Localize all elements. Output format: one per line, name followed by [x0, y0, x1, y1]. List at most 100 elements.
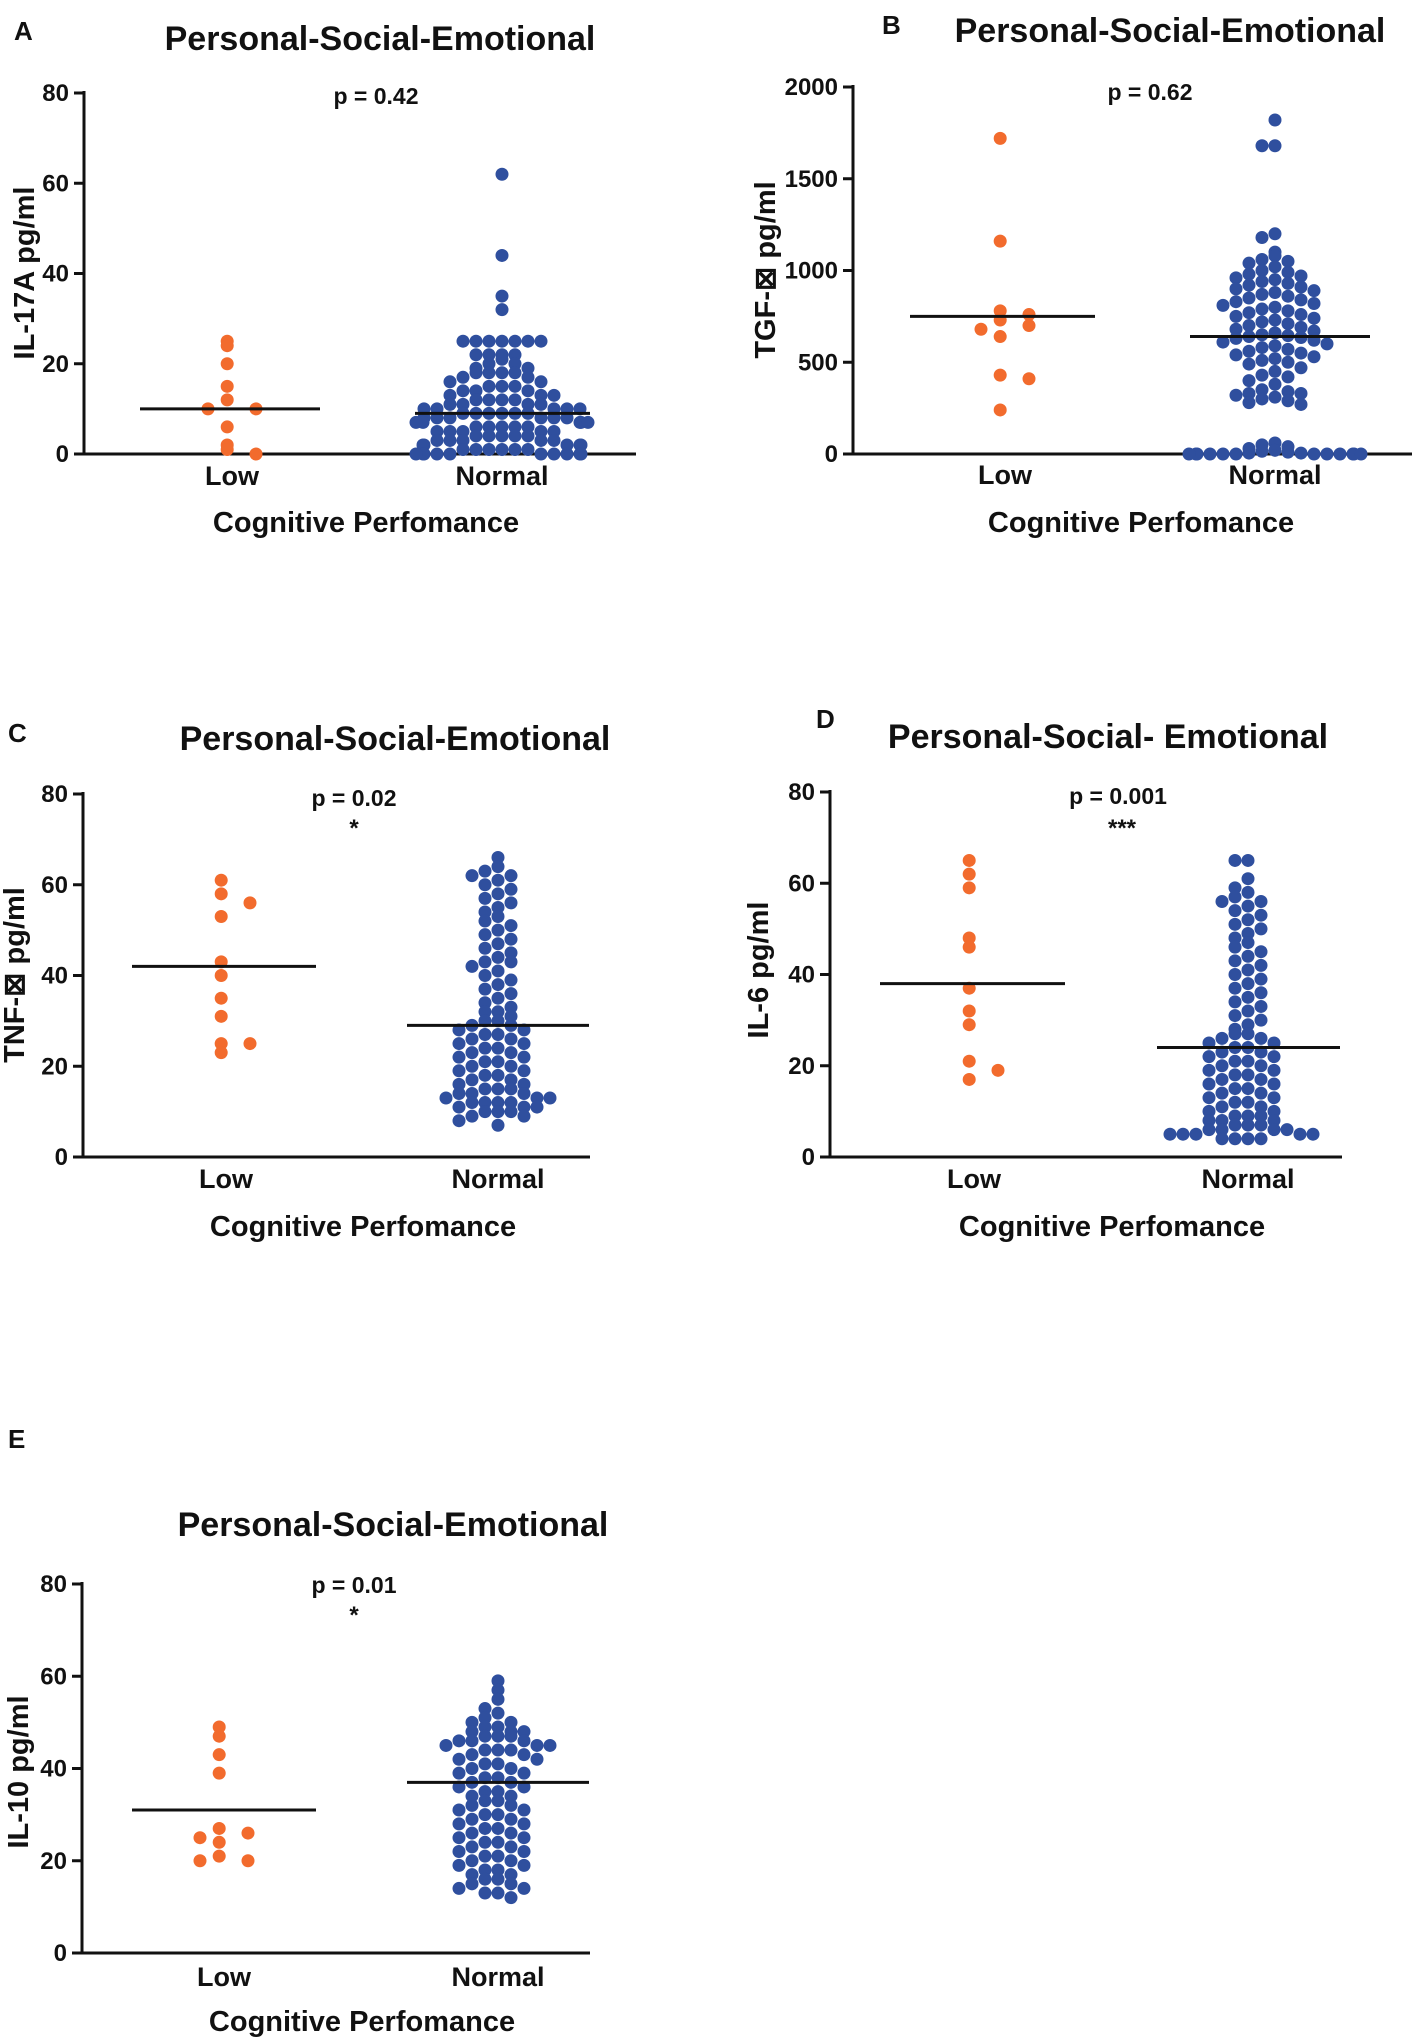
normal-data-point — [478, 1849, 492, 1863]
normal-data-point — [1189, 1127, 1203, 1141]
normal-data-point — [491, 1683, 505, 1697]
chart-title: Personal-Social-Emotional — [180, 720, 611, 758]
normal-data-point — [1255, 353, 1269, 367]
normal-data-point — [508, 348, 522, 362]
normal-data-point — [478, 1743, 492, 1757]
normal-data-point — [465, 1059, 479, 1073]
normal-data-point — [491, 1027, 505, 1041]
p-value: p = 0.62 — [1107, 79, 1192, 105]
normal-data-point — [491, 873, 505, 887]
normal-data-point — [491, 1794, 505, 1808]
normal-data-point — [491, 900, 505, 914]
normal-data-point — [1255, 368, 1269, 382]
y-tick-label: 1000 — [785, 258, 838, 285]
normal-data-point — [465, 1868, 479, 1882]
normal-data-point — [491, 1757, 505, 1771]
normal-data-point — [504, 1868, 518, 1882]
normal-data-point — [1242, 306, 1256, 320]
low-data-point — [962, 1018, 976, 1032]
normal-data-point — [1268, 352, 1282, 366]
normal-data-point — [1229, 388, 1243, 402]
normal-data-point — [1254, 908, 1268, 922]
normal-data-point — [1241, 872, 1255, 886]
normal-data-point — [1228, 1118, 1242, 1132]
normal-data-point — [1281, 385, 1295, 399]
low-data-point — [212, 1748, 226, 1762]
normal-data-point — [504, 1046, 518, 1060]
panel-d: D Personal-Social- Emotional p = 0.001 *** 0… — [743, 704, 1342, 1243]
normal-data-point — [504, 1073, 518, 1087]
normal-data-point — [521, 370, 535, 384]
low-data-point — [214, 910, 228, 924]
normal-data-point — [1255, 444, 1269, 458]
normal-data-point — [469, 429, 483, 443]
x-axis-label: Cognitive Perfomance — [213, 507, 519, 539]
normal-data-point — [452, 1817, 466, 1831]
normal-data-point — [491, 964, 505, 978]
normal-data-point — [469, 366, 483, 380]
normal-data-point — [504, 1798, 518, 1812]
normal-data-point — [1268, 286, 1282, 300]
normal-data-point — [1254, 1109, 1268, 1123]
normal-data-point — [1281, 394, 1295, 408]
normal-data-point — [495, 420, 509, 434]
normal-data-point — [1294, 308, 1308, 322]
normal-data-point — [478, 1808, 492, 1822]
normal-data-point — [1163, 1127, 1177, 1141]
low-data-point — [214, 1046, 228, 1060]
normal-data-point — [1255, 315, 1269, 329]
normal-data-point — [1254, 922, 1268, 936]
normal-data-point — [508, 442, 522, 456]
normal-data-point — [517, 1109, 531, 1123]
y-tick-label: 40 — [788, 962, 815, 989]
normal-data-point — [465, 1762, 479, 1775]
normal-data-point — [521, 334, 535, 348]
y-tick-label: 20 — [788, 1053, 815, 1080]
normal-data-point — [478, 1886, 492, 1900]
normal-data-point — [491, 860, 505, 874]
significance-marker: * — [349, 815, 359, 842]
normal-data-point — [491, 1055, 505, 1069]
x-axis-label: Cognitive Perfomance — [988, 507, 1294, 539]
normal-data-point — [452, 1858, 466, 1872]
category-label: Normal — [1228, 460, 1321, 490]
normal-data-point — [1215, 1100, 1229, 1114]
normal-data-point — [1241, 885, 1255, 899]
normal-data-point — [1268, 390, 1282, 404]
normal-data-point — [1280, 1123, 1294, 1137]
normal-data-point — [517, 1817, 531, 1831]
normal-data-point — [1242, 374, 1256, 388]
panel-label: A — [14, 16, 33, 46]
normal-data-point — [1215, 1031, 1229, 1045]
p-value: p = 0.001 — [1069, 783, 1167, 809]
low-data-point — [243, 896, 257, 910]
normal-data-point — [465, 1877, 479, 1891]
normal-data-point — [465, 1748, 479, 1762]
normal-data-point — [1241, 853, 1255, 867]
normal-data-point — [439, 1738, 453, 1752]
normal-data-point — [465, 1032, 479, 1046]
normal-data-point — [495, 248, 509, 262]
normal-data-point — [1268, 273, 1282, 287]
normal-data-point — [482, 420, 496, 434]
normal-data-point — [1215, 1114, 1229, 1127]
category-label: Normal — [451, 1962, 544, 1992]
normal-data-point — [1215, 1132, 1229, 1146]
normal-data-point — [491, 1729, 505, 1743]
normal-data-point — [409, 447, 423, 461]
normal-data-point — [443, 397, 457, 411]
normal-data-point — [1281, 304, 1295, 318]
normal-data-point — [1228, 917, 1242, 931]
normal-data-point — [504, 946, 518, 960]
normal-data-point — [465, 1096, 479, 1110]
normal-data-point — [478, 928, 492, 942]
normal-data-point — [465, 1789, 479, 1803]
normal-data-point — [465, 1826, 479, 1840]
normal-data-point — [478, 1720, 492, 1734]
normal-data-point — [1281, 342, 1295, 356]
normal-data-point — [1320, 337, 1334, 351]
normal-data-point — [478, 1027, 492, 1041]
normal-data-point — [495, 366, 509, 380]
normal-data-point — [504, 1812, 518, 1826]
normal-data-point — [443, 433, 457, 447]
